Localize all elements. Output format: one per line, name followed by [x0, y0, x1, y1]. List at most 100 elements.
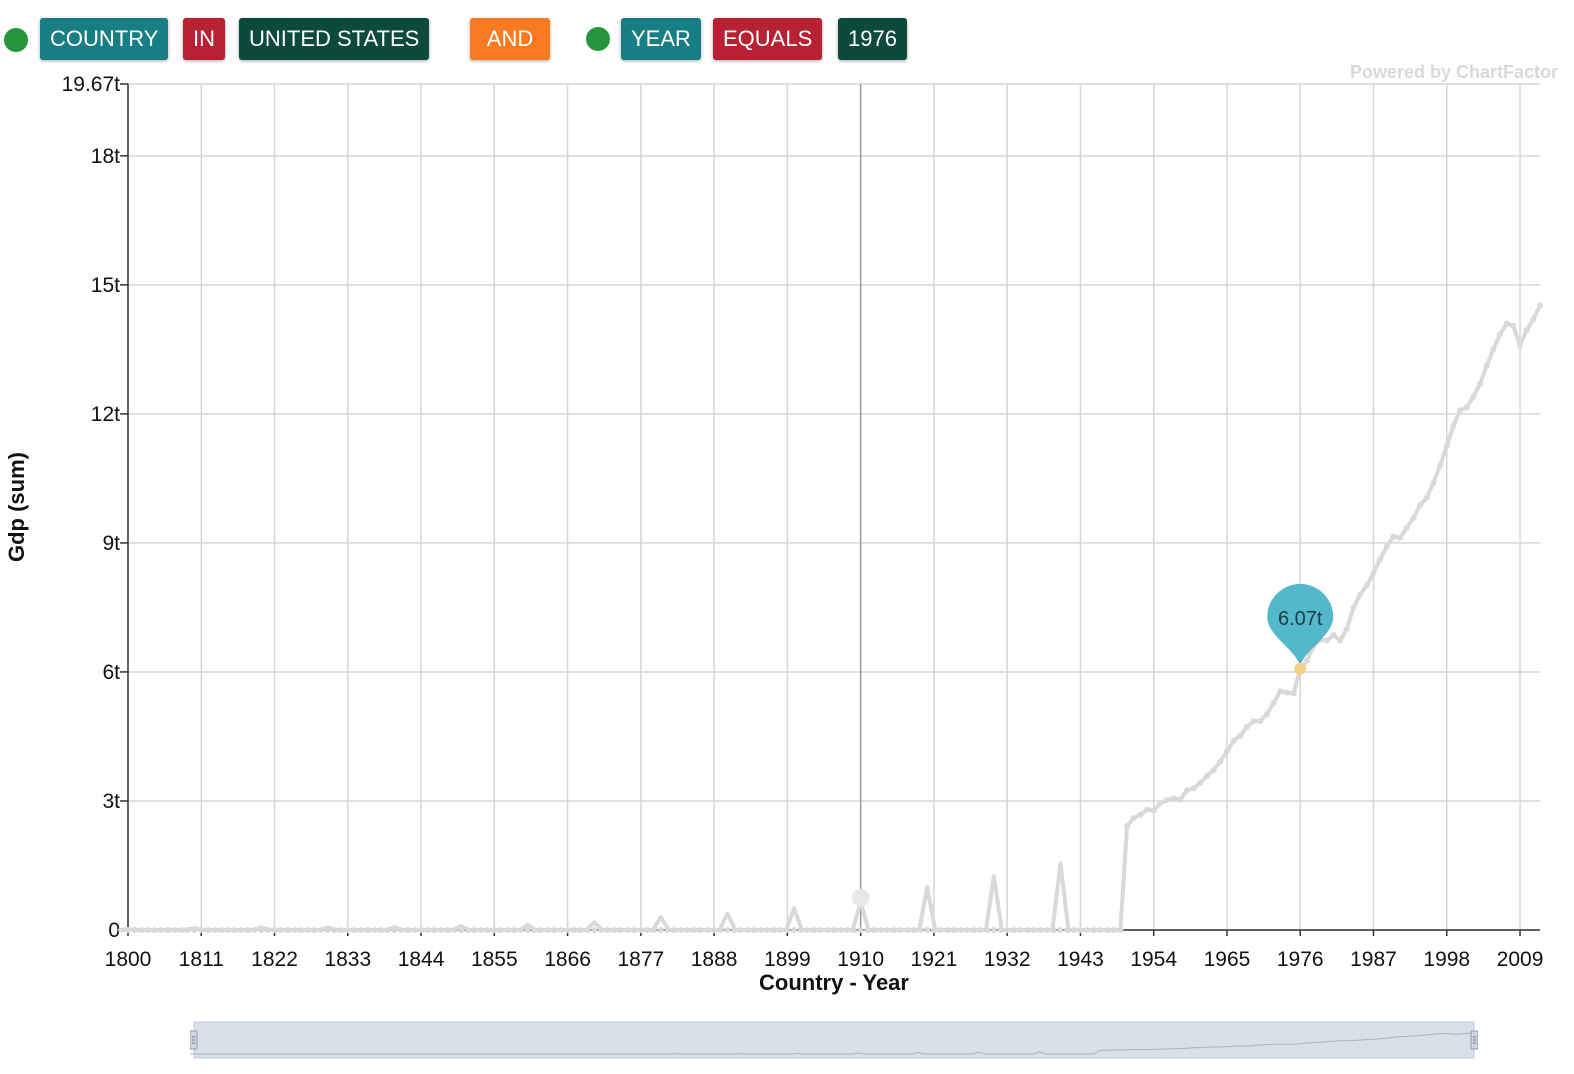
data-point[interactable] — [151, 927, 158, 933]
data-point[interactable] — [491, 927, 498, 933]
data-point[interactable] — [338, 927, 345, 933]
data-point[interactable] — [777, 927, 784, 933]
data-point[interactable] — [844, 927, 851, 933]
series-gdp[interactable] — [118, 302, 1543, 933]
data-point[interactable] — [551, 927, 558, 933]
data-point[interactable] — [171, 927, 178, 933]
data-point[interactable] — [757, 927, 764, 933]
data-point[interactable] — [1290, 690, 1297, 697]
data-point[interactable] — [398, 927, 405, 933]
data-point[interactable] — [271, 927, 278, 933]
data-point[interactable] — [1357, 591, 1364, 598]
data-point[interactable] — [251, 927, 258, 933]
data-point[interactable] — [444, 927, 451, 933]
data-point[interactable] — [1150, 807, 1157, 814]
data-point[interactable] — [1017, 927, 1024, 933]
data-point[interactable] — [391, 927, 398, 933]
data-point[interactable] — [970, 927, 977, 933]
data-point[interactable] — [1483, 362, 1490, 369]
data-point[interactable] — [1490, 346, 1497, 353]
data-point[interactable] — [1004, 927, 1011, 933]
data-point[interactable] — [384, 927, 391, 933]
data-point[interactable] — [890, 927, 897, 933]
data-point[interactable] — [724, 927, 731, 933]
filter-chip-year-value[interactable]: 1976 — [838, 18, 907, 60]
data-point[interactable] — [1144, 806, 1151, 813]
data-point[interactable] — [1363, 582, 1370, 589]
data-point[interactable] — [404, 927, 411, 933]
highlight-pin[interactable] — [1267, 583, 1334, 665]
data-point[interactable] — [1170, 795, 1177, 802]
data-point[interactable] — [1130, 815, 1137, 822]
data-point[interactable] — [1283, 689, 1290, 696]
data-point[interactable] — [125, 927, 131, 933]
data-point[interactable] — [424, 927, 431, 933]
data-point[interactable] — [917, 927, 924, 933]
data-point[interactable] — [1024, 927, 1031, 933]
data-point[interactable] — [1530, 316, 1537, 323]
data-point[interactable] — [1117, 927, 1124, 933]
data-point[interactable] — [731, 927, 738, 933]
data-point[interactable] — [664, 927, 671, 933]
data-point[interactable] — [1390, 533, 1397, 540]
data-point[interactable] — [1323, 637, 1330, 644]
data-point[interactable] — [1510, 322, 1517, 329]
data-point[interactable] — [930, 927, 937, 933]
data-point[interactable] — [371, 927, 378, 933]
data-point[interactable] — [1430, 479, 1437, 486]
data-point[interactable] — [511, 927, 518, 933]
hover-point[interactable] — [851, 888, 870, 907]
data-point[interactable] — [291, 927, 298, 933]
data-point[interactable] — [751, 927, 758, 933]
data-point[interactable] — [737, 927, 744, 933]
data-point[interactable] — [897, 927, 904, 933]
data-point[interactable] — [1330, 631, 1337, 638]
data-point[interactable] — [904, 927, 911, 933]
data-point[interactable] — [944, 927, 951, 933]
data-point[interactable] — [1097, 927, 1104, 933]
data-point[interactable] — [318, 927, 325, 933]
data-point[interactable] — [451, 927, 458, 933]
data-point[interactable] — [184, 927, 191, 933]
data-point[interactable] — [1343, 625, 1350, 632]
data-point[interactable] — [717, 927, 724, 933]
data-point[interactable] — [910, 927, 917, 933]
data-point[interactable] — [964, 927, 971, 933]
data-point[interactable] — [218, 927, 225, 933]
data-point[interactable] — [837, 927, 844, 933]
data-point[interactable] — [1517, 342, 1524, 349]
data-point[interactable] — [1337, 637, 1344, 644]
data-point[interactable] — [1044, 927, 1051, 933]
data-point[interactable] — [431, 927, 438, 933]
data-point[interactable] — [870, 927, 877, 933]
data-point[interactable] — [478, 927, 484, 933]
data-point[interactable] — [1184, 787, 1190, 794]
data-point[interactable] — [977, 927, 984, 933]
data-point[interactable] — [484, 927, 491, 933]
data-point[interactable] — [1137, 811, 1144, 818]
data-point[interactable] — [1403, 524, 1410, 531]
data-point[interactable] — [711, 927, 718, 933]
data-point[interactable] — [617, 927, 624, 933]
data-point[interactable] — [1383, 543, 1390, 550]
data-point[interactable] — [637, 927, 644, 933]
data-point[interactable] — [557, 927, 564, 933]
data-point[interactable] — [324, 927, 331, 933]
filter-chip-country-operator[interactable]: IN — [183, 18, 225, 60]
data-point[interactable] — [1417, 502, 1424, 509]
data-point[interactable] — [997, 927, 1004, 933]
data-point[interactable] — [138, 927, 145, 933]
data-point[interactable] — [1257, 717, 1264, 724]
range-slider-right-handle[interactable] — [1470, 1030, 1478, 1050]
data-point[interactable] — [797, 927, 804, 933]
data-point[interactable] — [677, 927, 684, 933]
data-point[interactable] — [231, 927, 238, 933]
data-point[interactable] — [1190, 785, 1197, 792]
data-point[interactable] — [411, 927, 418, 933]
data-point[interactable] — [1350, 604, 1357, 611]
data-point[interactable] — [1450, 422, 1457, 429]
data-point[interactable] — [1210, 767, 1217, 774]
data-point[interactable] — [1157, 800, 1164, 807]
data-point[interactable] — [1230, 737, 1237, 744]
filter-chip-year-field[interactable]: YEAR — [621, 18, 701, 60]
